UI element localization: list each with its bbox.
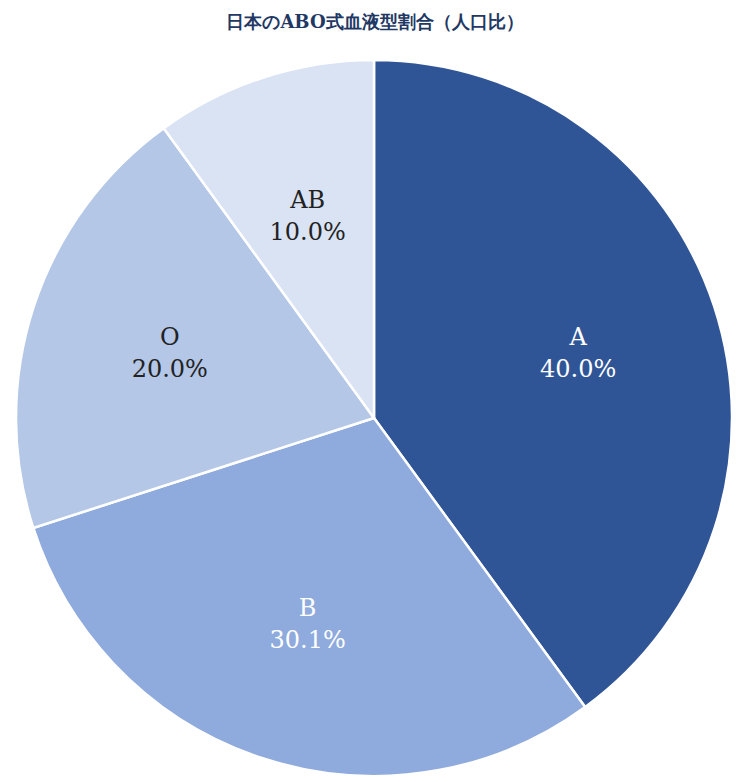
slice-value-label: 20.0% [132,355,208,383]
chart-svg: 日本のABO式血液型割合（人口比） A 40.0% B 30.1% O 20.0% AB 10.… [0,0,747,782]
slice-category-label: B [299,594,317,622]
chart-container: 日本のABO式血液型割合（人口比） A 40.0% B 30.1% O 20.0% AB 10.… [0,0,747,782]
slice-value-label: 40.0% [540,355,616,383]
slices [16,60,732,776]
slice-category-label: AB [289,186,325,214]
chart-title: 日本のABO式血液型割合（人口比） [226,11,523,32]
slice-value-label: 30.1% [270,626,346,654]
data-labels: A 40.0% B 30.1% O 20.0% AB 10.0% [132,186,617,655]
slice-category-label: O [160,323,180,351]
slice-value-label: 10.0% [270,218,346,246]
slice-category-label: A [569,323,588,351]
